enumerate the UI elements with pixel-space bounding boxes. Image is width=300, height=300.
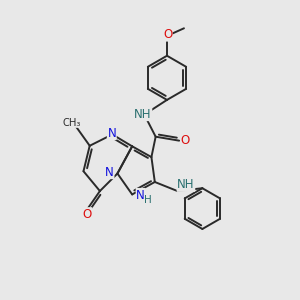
Text: NH: NH (134, 108, 152, 121)
Text: N: N (136, 188, 145, 202)
Text: NH: NH (177, 178, 195, 191)
Text: H: H (144, 194, 152, 205)
Text: CH₃: CH₃ (63, 118, 81, 128)
Text: O: O (181, 134, 190, 147)
Text: N: N (105, 166, 114, 178)
Text: O: O (82, 208, 92, 221)
Text: O: O (163, 28, 172, 41)
Text: N: N (107, 127, 116, 140)
